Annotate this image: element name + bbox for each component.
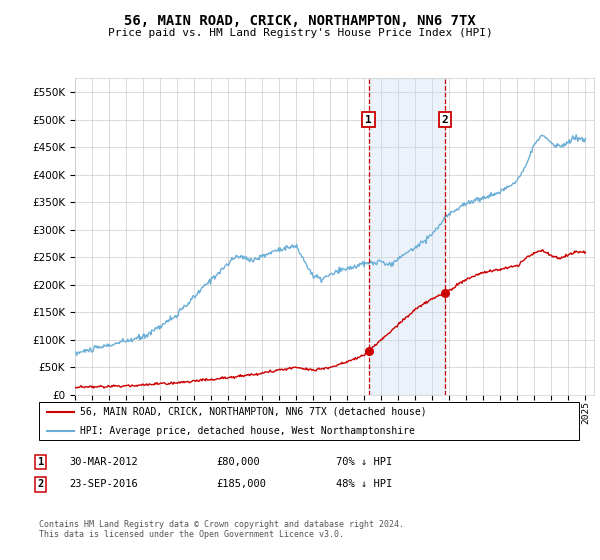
Text: 2: 2 <box>442 115 448 125</box>
FancyBboxPatch shape <box>39 402 579 440</box>
Text: 56, MAIN ROAD, CRICK, NORTHAMPTON, NN6 7TX: 56, MAIN ROAD, CRICK, NORTHAMPTON, NN6 7… <box>124 14 476 28</box>
Text: 23-SEP-2016: 23-SEP-2016 <box>69 479 138 489</box>
Text: 48% ↓ HPI: 48% ↓ HPI <box>336 479 392 489</box>
Text: Contains HM Land Registry data © Crown copyright and database right 2024.
This d: Contains HM Land Registry data © Crown c… <box>39 520 404 539</box>
Text: 2: 2 <box>38 479 44 489</box>
Text: 30-MAR-2012: 30-MAR-2012 <box>69 457 138 467</box>
Text: £80,000: £80,000 <box>216 457 260 467</box>
Text: 56, MAIN ROAD, CRICK, NORTHAMPTON, NN6 7TX (detached house): 56, MAIN ROAD, CRICK, NORTHAMPTON, NN6 7… <box>79 407 426 417</box>
Text: HPI: Average price, detached house, West Northamptonshire: HPI: Average price, detached house, West… <box>79 426 415 436</box>
Text: Price paid vs. HM Land Registry's House Price Index (HPI): Price paid vs. HM Land Registry's House … <box>107 28 493 38</box>
Text: 1: 1 <box>38 457 44 467</box>
Text: 1: 1 <box>365 115 372 125</box>
Bar <box>368 78 445 395</box>
Text: £185,000: £185,000 <box>216 479 266 489</box>
Text: 70% ↓ HPI: 70% ↓ HPI <box>336 457 392 467</box>
